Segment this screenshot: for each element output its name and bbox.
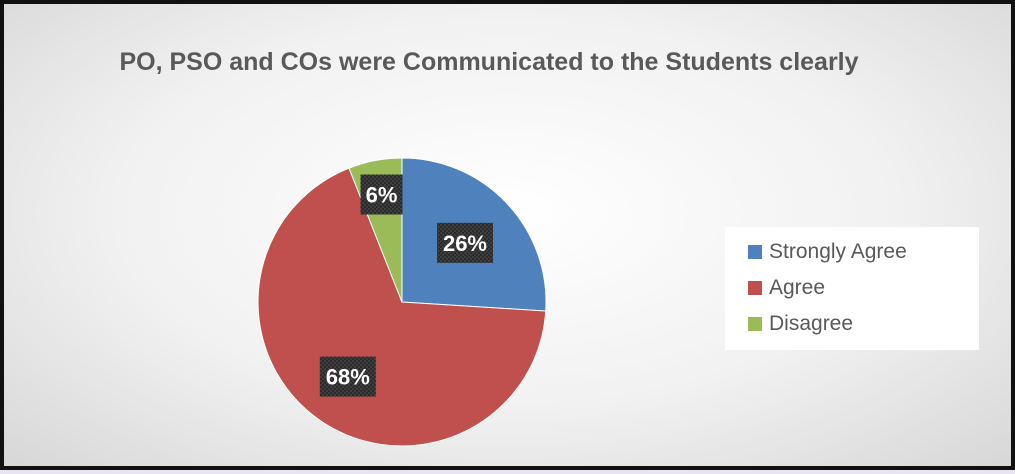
legend-label-agree: Agree bbox=[769, 276, 826, 299]
legend-label-strongly-agree: Strongly Agree bbox=[769, 240, 907, 263]
legend-item-strongly-agree: Strongly Agree bbox=[748, 234, 979, 270]
data-label-box-disagree bbox=[360, 174, 403, 215]
chart-legend: Strongly Agree Agree Disagree bbox=[725, 227, 979, 350]
data-label-box-agree bbox=[319, 356, 376, 397]
pie-chart: 26% 68% 6% bbox=[257, 157, 547, 447]
legend-item-disagree: Disagree bbox=[748, 306, 979, 342]
data-label-text-strongly-agree: 26% bbox=[443, 231, 487, 256]
chart-title: PO, PSO and COs were Communicated to the… bbox=[119, 48, 859, 76]
data-label-disagree: 6% bbox=[360, 174, 403, 215]
data-label-text-agree: 68% bbox=[326, 365, 370, 390]
legend-swatch-strongly-agree bbox=[748, 245, 762, 259]
legend-swatch-disagree bbox=[748, 317, 762, 331]
data-label-strongly-agree: 26% bbox=[436, 222, 493, 263]
data-label-text-disagree: 6% bbox=[366, 182, 398, 207]
data-label-agree: 68% bbox=[319, 356, 376, 397]
legend-swatch-agree bbox=[748, 281, 762, 295]
data-label-box-strongly-agree bbox=[436, 222, 493, 263]
legend-label-disagree: Disagree bbox=[769, 312, 854, 335]
legend-item-agree: Agree bbox=[748, 270, 979, 306]
